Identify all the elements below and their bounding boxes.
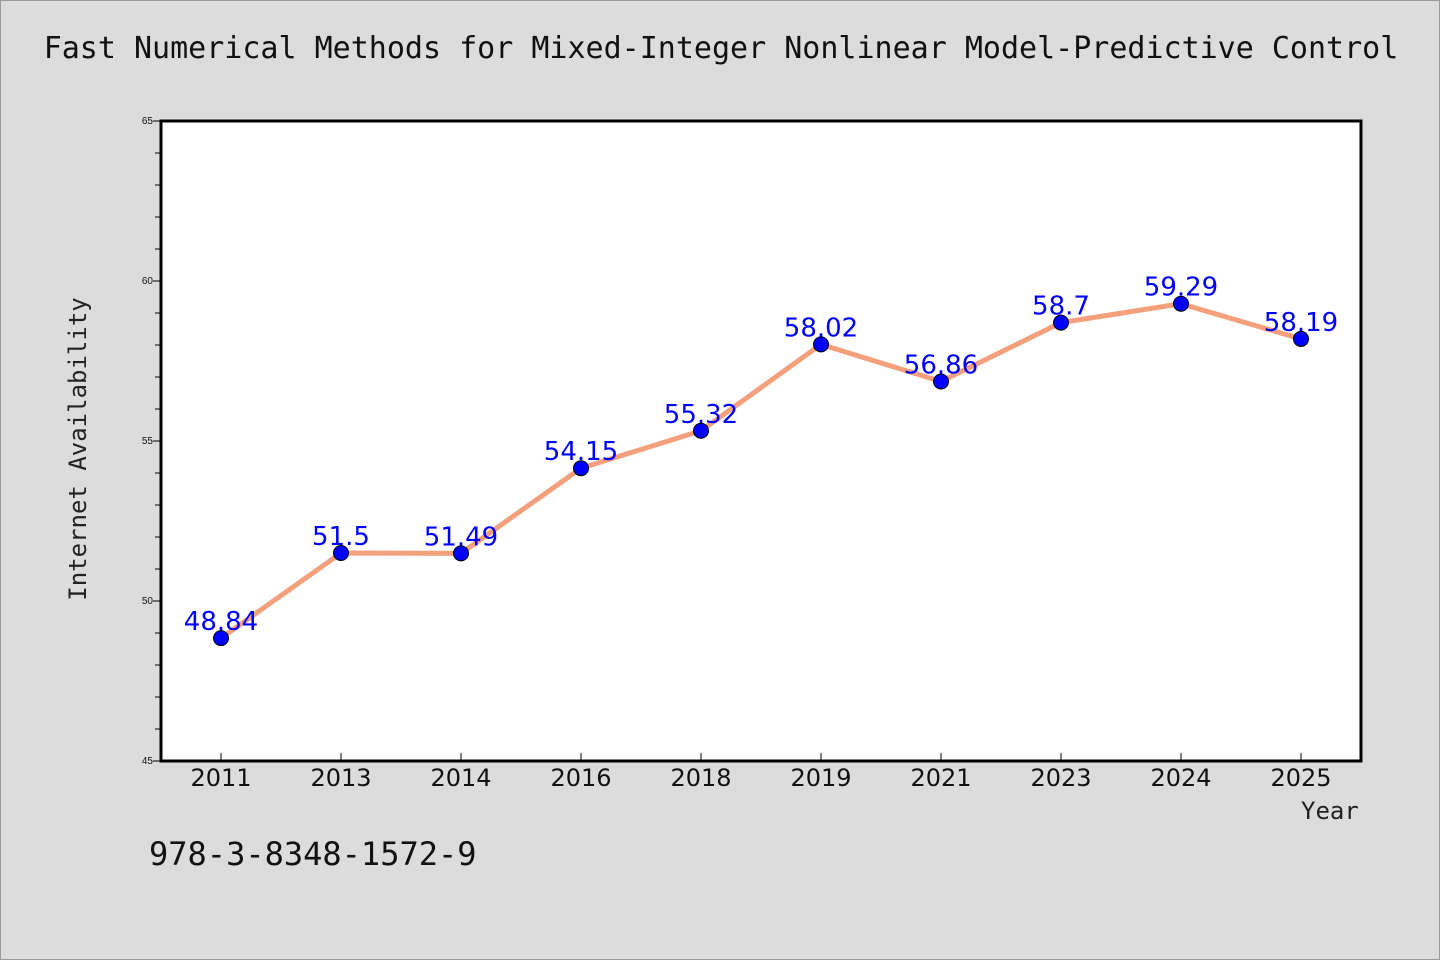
x-tick-label: 2023 <box>1030 764 1091 792</box>
plot-area <box>159 119 1363 763</box>
y-axis: 45 50 55 60 65 <box>142 116 161 767</box>
x-tick-label: 2018 <box>670 764 731 792</box>
data-point <box>693 422 709 439</box>
data-point <box>573 460 589 477</box>
data-label: 58.19 <box>1264 308 1338 338</box>
y-tick-label: 55 <box>142 436 154 447</box>
marker-group <box>213 295 1309 647</box>
data-point <box>1293 330 1309 347</box>
data-label: 55.32 <box>664 400 738 430</box>
data-point <box>333 545 349 561</box>
x-tick-label: 2016 <box>550 764 611 792</box>
y-tick-label: 50 <box>142 596 154 607</box>
x-tick-label: 2025 <box>1270 764 1331 792</box>
x-tick-label: 2013 <box>310 764 371 792</box>
x-tick-label: 2019 <box>790 764 851 792</box>
x-tick-label: 2014 <box>430 764 491 792</box>
series-line <box>218 301 1304 641</box>
chart-title: Fast Numerical Methods for Mixed-Integer… <box>43 31 1399 66</box>
data-label: 51.5 <box>312 522 370 552</box>
y-tick-label: 60 <box>142 276 154 287</box>
data-label: 58.02 <box>784 313 858 343</box>
data-label: 51.49 <box>424 522 498 552</box>
data-label: 58.7 <box>1032 292 1090 322</box>
data-label: 56.86 <box>904 350 978 380</box>
y-tick-label: 65 <box>142 116 154 127</box>
data-label: 54.15 <box>544 437 618 467</box>
data-label: 59.29 <box>1144 273 1218 303</box>
data-point <box>1173 295 1189 312</box>
x-tick-label: 2024 <box>1150 764 1211 792</box>
x-axis: 2011 2013 2014 2016 2018 2019 2021 2023 2024 2025 <box>190 753 1332 792</box>
data-label: 48.84 <box>184 607 258 637</box>
x-tick-label: 2011 <box>190 764 251 792</box>
x-tick-label: 2021 <box>910 764 971 792</box>
data-point <box>213 630 229 647</box>
data-point <box>813 336 829 353</box>
data-point <box>1053 314 1069 331</box>
data-point <box>453 545 469 562</box>
data-point <box>933 373 949 390</box>
series-line-group <box>218 301 1304 641</box>
x-axis-label: Year <box>1301 797 1359 825</box>
y-tick-label: 45 <box>142 756 154 767</box>
footer-code: 978-3-8348-1572-9 <box>149 835 477 873</box>
data-label-group: 48.84 51.5 51.49 54.15 55.32 58.02 56.86 58.7 59… <box>184 273 1338 637</box>
